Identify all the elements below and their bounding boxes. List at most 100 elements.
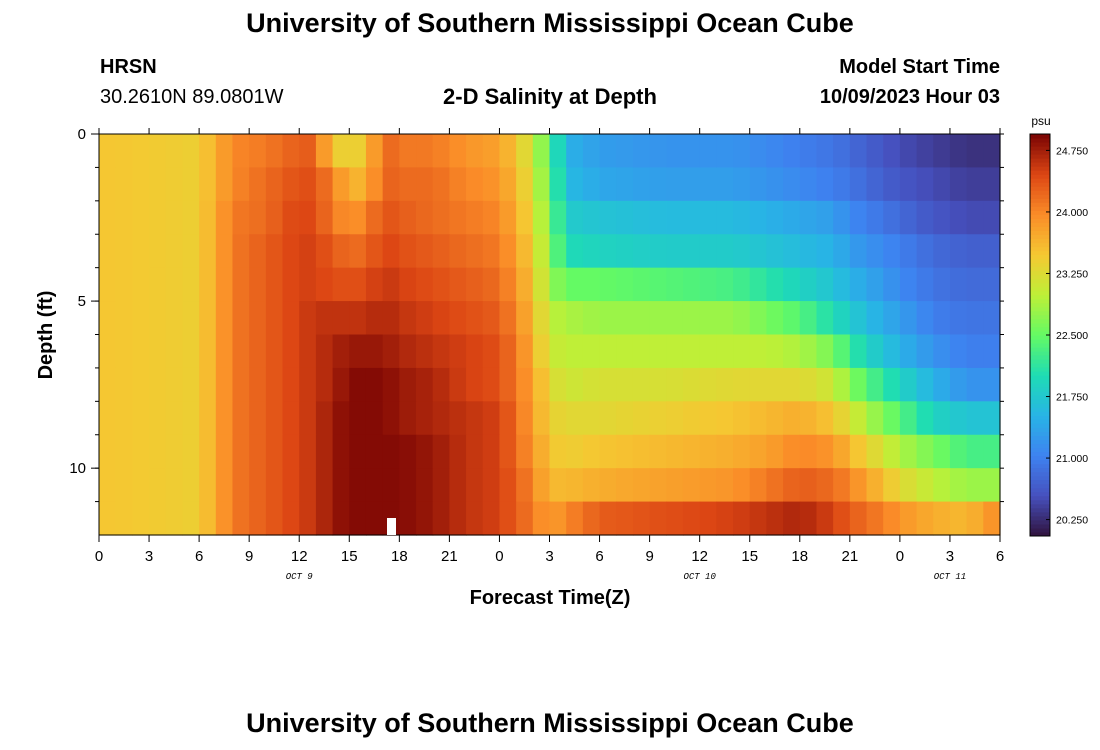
heatmap-cell: [699, 134, 717, 169]
heatmap-cell: [766, 134, 784, 169]
heatmap-cell: [833, 501, 851, 536]
heatmap-cell: [916, 134, 934, 169]
heatmap-cell: [265, 234, 284, 269]
heatmap-cell: [866, 401, 884, 436]
colorbar-segment: [1030, 170, 1050, 175]
heatmap-cell: [249, 134, 267, 169]
heatmap-cell: [499, 134, 517, 169]
heatmap-cell: [916, 301, 934, 336]
heatmap-cell: [466, 301, 484, 336]
heatmap-cell: [499, 468, 517, 503]
heatmap-cell: [899, 334, 918, 369]
heatmap-cell: [666, 134, 684, 169]
y-axis: 0 5 10: [69, 126, 1004, 503]
heatmap-cell: [833, 434, 851, 469]
colorbar-segment: [1030, 310, 1050, 316]
heatmap-cell: [733, 401, 751, 436]
heatmap-cell: [299, 401, 317, 436]
heatmap-cell: [949, 134, 968, 169]
heatmap-cell: [349, 434, 367, 469]
colorbar-segment: [1030, 266, 1050, 272]
heatmap-cell: [682, 267, 701, 302]
heatmap-cell: [299, 134, 317, 169]
heatmap-cell: [349, 367, 367, 402]
heatmap-cell: [416, 234, 434, 269]
colorbar-segment: [1030, 218, 1050, 223]
heatmap-cell: [716, 301, 734, 336]
x-tick-label: 3: [545, 548, 553, 565]
heatmap-cell: [883, 167, 901, 202]
heatmap-cell: [165, 134, 184, 169]
heatmap-cell: [99, 234, 117, 269]
heatmap-cell: [199, 301, 217, 336]
heatmap-cell: [649, 367, 667, 402]
heatmap-cell: [949, 334, 968, 369]
heatmap-cell: [682, 501, 701, 536]
heatmap-cell: [416, 367, 434, 402]
heatmap-cell: [599, 401, 617, 436]
heatmap-cell: [699, 301, 717, 336]
colorbar-segment: [1030, 519, 1050, 525]
heatmap-cell: [466, 501, 484, 536]
heatmap-cell: [282, 234, 300, 269]
heatmap-cell: [916, 501, 934, 536]
heatmap-cell: [349, 167, 367, 202]
heatmap-cell: [115, 434, 133, 469]
heatmap-cell: [649, 468, 667, 503]
colorbar-segment: [1030, 242, 1050, 248]
heatmap-cell: [165, 501, 184, 536]
x-tick-label: 0: [95, 548, 103, 565]
heatmap-cell: [299, 334, 317, 369]
heatmap-cell: [582, 501, 601, 536]
heatmap-cell: [549, 468, 567, 503]
heatmap-cell: [315, 334, 334, 369]
heatmap-cell: [933, 134, 951, 169]
heatmap-cell: [416, 434, 434, 469]
heatmap-cell: [182, 267, 200, 302]
heatmap-cell: [199, 134, 217, 169]
heatmap-cell: [749, 401, 768, 436]
heatmap-cell: [816, 200, 834, 235]
heatmap-cell: [883, 200, 901, 235]
heatmap-cell: [749, 301, 768, 336]
colorbar-segment: [1030, 166, 1050, 171]
colorbar-segment: [1030, 463, 1050, 469]
heatmap-cell: [466, 334, 484, 369]
heatmap-cell: [666, 334, 684, 369]
heatmap-cell: [682, 334, 701, 369]
heatmap-cell: [399, 200, 417, 235]
heatmap-cell: [582, 367, 601, 402]
heatmap-cell: [416, 267, 434, 302]
heatmap-cell: [449, 501, 467, 536]
heatmap-cell: [933, 167, 951, 202]
heatmap-cell: [132, 234, 150, 269]
colorbar-segment: [1030, 226, 1050, 231]
heatmap-cell: [916, 200, 934, 235]
heatmap-cell: [632, 501, 651, 536]
heatmap-cell: [582, 401, 601, 436]
heatmap-cell: [215, 501, 234, 536]
heatmap-cell: [849, 301, 868, 336]
heatmap-cell: [232, 134, 250, 169]
heatmap-cell: [866, 301, 884, 336]
heatmap-cell: [265, 401, 284, 436]
heatmap-cell: [866, 501, 884, 536]
x-tick-label: 18: [791, 548, 808, 565]
heatmap-cell: [416, 167, 434, 202]
heatmap-cell: [549, 401, 567, 436]
heatmap-cell: [499, 401, 517, 436]
station-name: HRSN: [100, 56, 157, 78]
x-tick-label: 6: [195, 548, 203, 565]
heatmap-cell: [783, 367, 801, 402]
heatmap-cell: [682, 234, 701, 269]
colorbar-segment: [1030, 198, 1050, 203]
heatmap-cell: [733, 167, 751, 202]
colorbar-segment: [1030, 206, 1050, 211]
colorbar-segment: [1030, 298, 1050, 304]
heatmap-cell: [816, 301, 834, 336]
heatmap-cell: [215, 367, 234, 402]
heatmap-cell: [499, 200, 517, 235]
heatmap-cell: [115, 401, 133, 436]
heatmap-cell: [499, 234, 517, 269]
heatmap-cell: [616, 367, 634, 402]
